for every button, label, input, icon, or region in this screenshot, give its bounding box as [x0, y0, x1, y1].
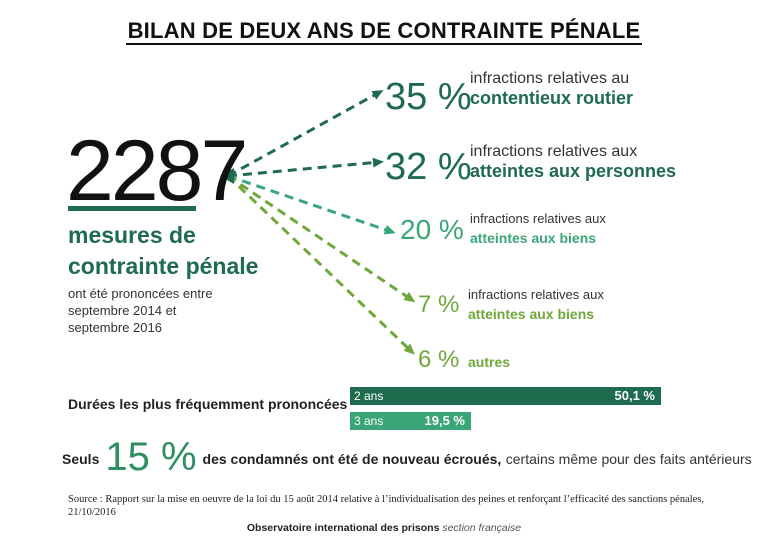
durations-title: Durées les plus fréquemment prononcées [68, 396, 348, 412]
footer-section: section française [442, 522, 522, 534]
recidive-row: Seuls 15 % des condamnés ont été de nouvea… [62, 437, 752, 477]
duration-bar-2ans: 2 ans 50,1 % [350, 387, 661, 405]
source-note: Source : Rapport sur la mise en oeuvre d… [68, 494, 705, 518]
recidive-bold-text: des condamnés ont été de nouveau écroués… [202, 451, 502, 467]
category-label-biens-2: infractions relatives aux atteintes aux … [468, 286, 604, 324]
total-sub-line3: septembre 2016 [68, 320, 162, 335]
duration-bar-label: 3 ans [354, 414, 384, 428]
total-sub-line2: septembre 2014 et [68, 303, 177, 318]
recidive-word: Seuls [62, 451, 100, 467]
arrow-autres [226, 174, 414, 354]
category-line1: infractions relatives aux [468, 287, 604, 302]
category-line1: infractions relatives aux [470, 211, 606, 226]
page-title: BILAN DE DEUX ANS DE CONTRAINTE PÉNALE [0, 18, 768, 45]
category-label-personnes: infractions relatives aux atteintes aux … [470, 143, 676, 181]
arrow-autres-head [403, 343, 415, 355]
category-pct-routier: 35 % [385, 76, 472, 118]
arrow-biens-2 [227, 174, 413, 302]
category-label-routier: infractions relatives au contentieux rou… [470, 70, 633, 108]
arrow-personnes [227, 160, 381, 178]
duration-bar-label: 2 ans [354, 389, 384, 403]
arrow-origin-head [220, 168, 234, 184]
total-number: 2287 [66, 123, 248, 219]
footer-credit: Observatoire international des prisons s… [0, 522, 768, 534]
total-sublabel: ont été prononcées entre septembre 2014 … [68, 285, 258, 336]
arrow-routier [227, 90, 381, 178]
duration-bar-3ans: 3 ans 19,5 % [350, 412, 471, 430]
category-pct-biens-2: 7 % [418, 291, 460, 318]
total-sub-line1: ont été prononcées entre [68, 286, 213, 301]
arrow-biens-2-head [403, 292, 416, 303]
category-pct-biens-1: 20 % [400, 214, 464, 245]
category-line2: contentieux routier [470, 88, 634, 108]
recidive-rest-text: certains même pour des faits antérieurs [505, 451, 752, 467]
category-arrows [220, 90, 416, 355]
category-pct-personnes: 32 % [385, 146, 472, 188]
category-line2: atteintes aux biens [470, 230, 597, 246]
arrow-biens-1-head [383, 225, 396, 235]
arrow-personnes-head [372, 157, 384, 168]
recidive-pct: 15 % [105, 435, 197, 479]
category-pct-autres: 6 % [418, 346, 460, 373]
duration-bar-value: 50,1 % [614, 388, 655, 403]
total-label: mesures de contrainte pénale [68, 220, 258, 282]
category-label-autres: autres [468, 352, 510, 372]
total-underline [68, 206, 196, 211]
category-line1: infractions relatives aux [470, 143, 638, 160]
footer-org: Observatoire international des prisons [246, 522, 440, 534]
total-label-line2: contrainte pénale [68, 253, 259, 279]
category-line1: infractions relatives au [470, 70, 630, 87]
category-line2: atteintes aux biens [468, 306, 595, 322]
duration-bar-value: 19,5 % [424, 413, 465, 428]
category-line2: autres [468, 354, 511, 370]
category-line2: atteintes aux personnes [470, 161, 677, 181]
arrow-routier-head [371, 90, 384, 100]
category-label-biens-1: infractions relatives aux atteintes aux … [470, 210, 606, 248]
total-label-line1: mesures de [68, 222, 196, 248]
page-title-text: BILAN DE DEUX ANS DE CONTRAINTE PÉNALE [125, 18, 643, 45]
